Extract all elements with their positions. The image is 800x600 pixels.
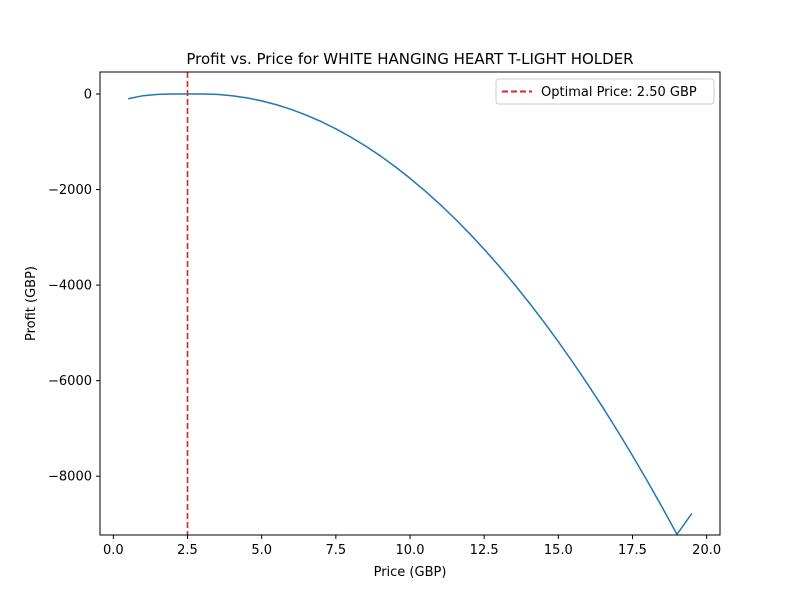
- plot-area: [128, 72, 693, 536]
- x-tick-label: 2.5: [177, 543, 198, 558]
- legend: Optimal Price: 2.50 GBP: [495, 78, 715, 105]
- y-tick-label: −4000: [48, 279, 92, 294]
- x-tick-label: 20.0: [692, 543, 721, 558]
- x-tick-label: 5.0: [251, 543, 272, 558]
- y-axis-label: Profit (GBP): [24, 266, 39, 341]
- x-tick-label: 10.0: [396, 543, 425, 558]
- x-tick-label: 0.0: [103, 543, 124, 558]
- axes-frame: [99, 71, 721, 536]
- chart-title: Profit vs. Price for WHITE HANGING HEART…: [186, 50, 633, 68]
- x-tick-label: 7.5: [325, 543, 346, 558]
- y-tick-label: 0: [84, 87, 92, 102]
- x-axis-label: Price (GBP): [374, 565, 447, 580]
- y-tick-label: −8000: [48, 470, 92, 485]
- x-axis: 0.0 2.5 5.0 7.5 10.0 12.5 15.0 17.5 20.0: [103, 535, 721, 558]
- x-tick-label: 15.0: [544, 543, 573, 558]
- x-tick-label: 12.5: [470, 543, 499, 558]
- y-axis: 0 −2000 −4000 −6000 −8000: [48, 87, 100, 485]
- x-tick-label: 17.5: [618, 543, 647, 558]
- y-tick-label: −2000: [48, 183, 92, 198]
- legend-label-optimal-price: Optimal Price: 2.50 GBP: [541, 85, 697, 100]
- legend-box: [495, 78, 715, 105]
- y-tick-label: −6000: [48, 374, 92, 389]
- series-line-0: [128, 93, 693, 536]
